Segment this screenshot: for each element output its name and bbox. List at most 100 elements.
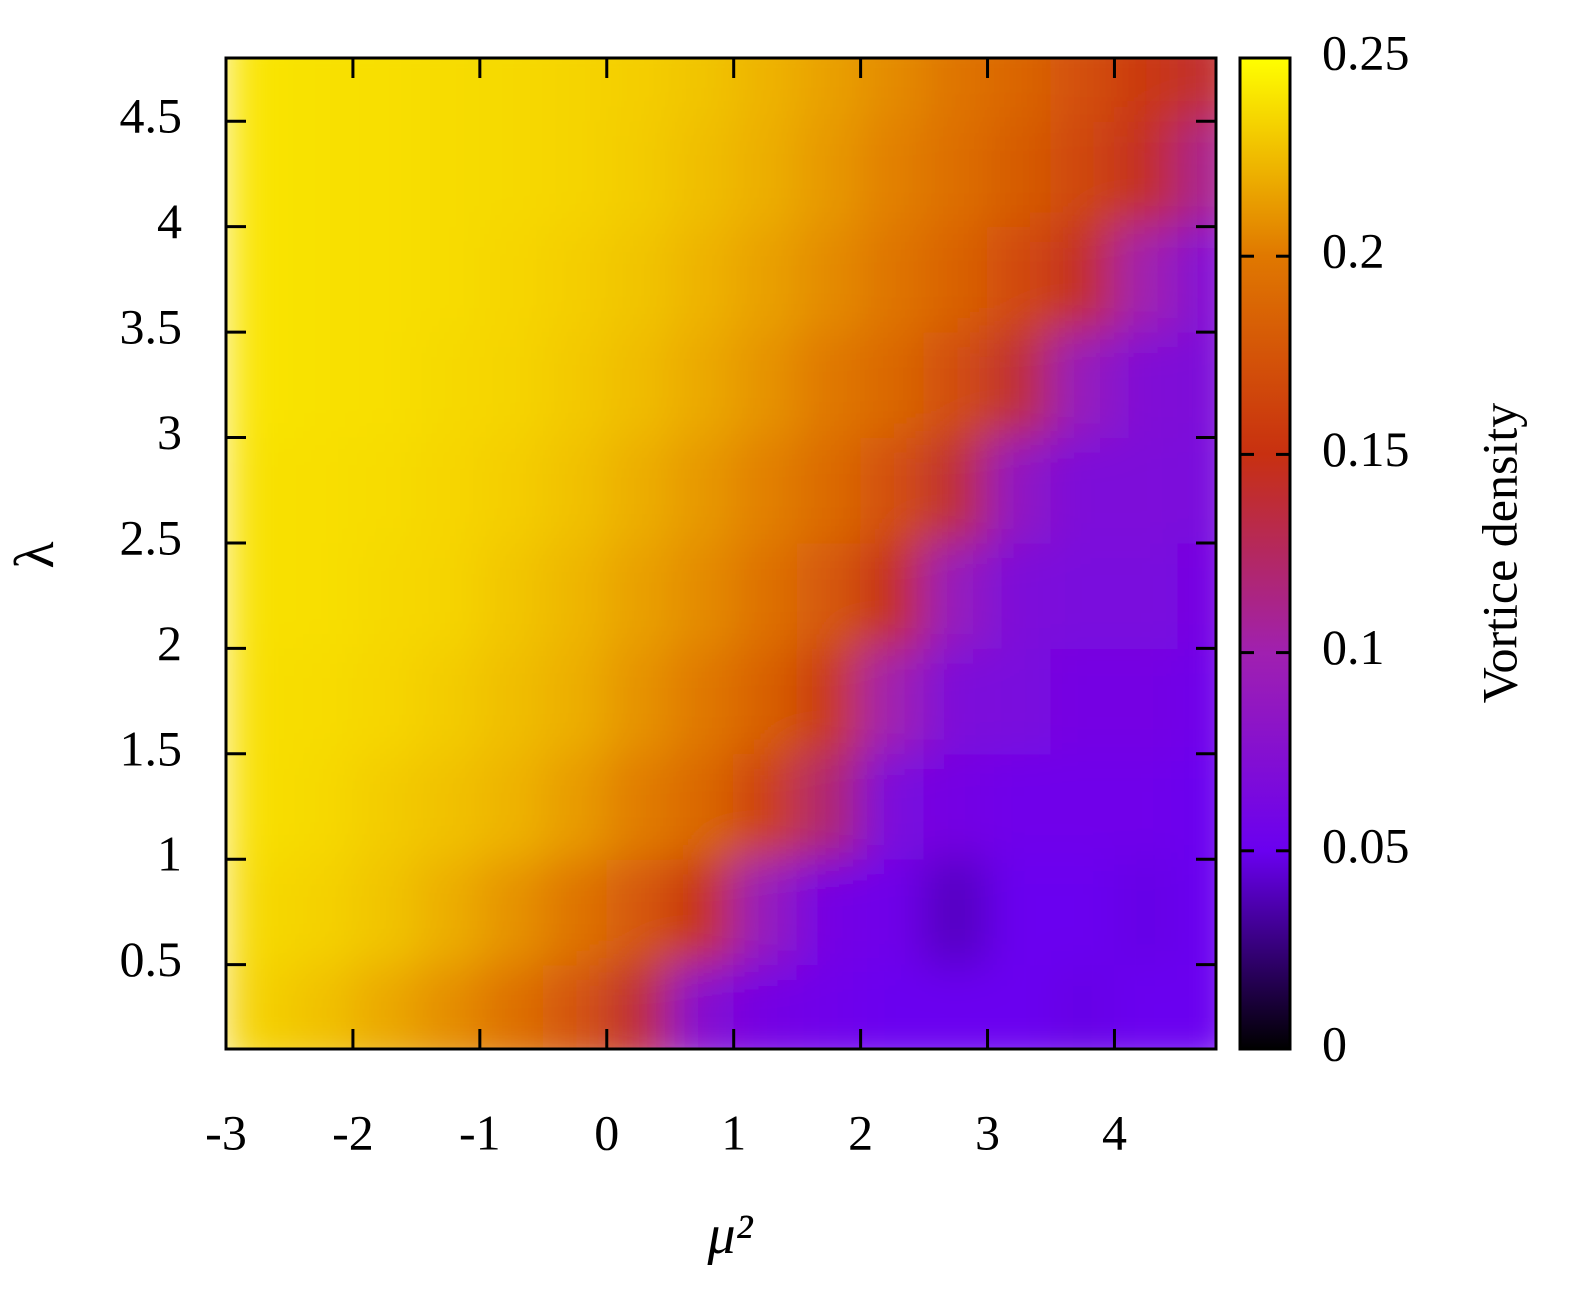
- heatmap-cell: [1113, 58, 1179, 122]
- heatmap-cell: [1177, 647, 1216, 755]
- heatmap-cell: [226, 226, 290, 333]
- colorbar-label: Vortice density: [1471, 403, 1527, 703]
- heatmap-cell: [733, 437, 798, 544]
- heatmap-cell: [352, 331, 417, 439]
- heatmap-cell: [415, 331, 481, 439]
- heatmap-cell: [606, 331, 671, 439]
- x-tick-label: 1: [721, 1104, 746, 1160]
- heatmap-cell: [987, 753, 1052, 860]
- heatmap-cell: [669, 753, 735, 860]
- heatmap-cell: [542, 331, 608, 439]
- heatmap-cell: [987, 331, 1052, 439]
- heatmap-cell: [733, 858, 798, 966]
- heatmap-cell: [796, 964, 862, 1049]
- y-tick-label: 3: [157, 404, 182, 460]
- heatmap-cell: [1177, 753, 1216, 860]
- heatmap-cell: [606, 120, 671, 228]
- heatmap-cell: [288, 120, 354, 228]
- heatmap-cell: [606, 542, 671, 649]
- heatmap-cell: [860, 542, 925, 649]
- heatmap-cell: [288, 542, 354, 649]
- heatmap-cell: [415, 542, 481, 649]
- heatmap-cell: [1050, 542, 1115, 649]
- heatmap-cell: [1050, 226, 1115, 333]
- heatmap-cell: [733, 753, 798, 860]
- heatmap-cell: [860, 858, 925, 966]
- heatmap-cell: [733, 542, 798, 649]
- heatmap-cell: [606, 647, 671, 755]
- heatmap-cell: [923, 542, 989, 649]
- y-axis-label: λ: [4, 541, 66, 568]
- heatmap-cell: [479, 120, 544, 228]
- heatmap-cell: [479, 331, 544, 439]
- colorbar-tick-label: 0.15: [1322, 421, 1410, 477]
- heatmap-cell: [1113, 753, 1179, 860]
- heatmap-cell: [606, 58, 671, 122]
- heatmap-cell: [542, 437, 608, 544]
- heatmap-cell: [606, 753, 671, 860]
- y-tick-label: 0.5: [120, 931, 183, 987]
- heatmap-cell: [352, 437, 417, 544]
- heatmap-cell: [606, 858, 671, 966]
- colorbar: [1238, 56, 1292, 1051]
- y-tick-label: 2: [157, 615, 182, 671]
- heatmap-cell: [796, 226, 862, 333]
- heatmap-cell: [987, 858, 1052, 966]
- heatmap-cell: [860, 226, 925, 333]
- heatmap-cell: [987, 437, 1052, 544]
- heatmap-cell: [352, 647, 417, 755]
- heatmap-cell: [479, 58, 544, 122]
- heatmap-cell: [606, 964, 671, 1049]
- plot-frame: [224, 56, 1218, 1051]
- heatmap-cell: [606, 437, 671, 544]
- heatmap-cell: [796, 58, 862, 122]
- heatmap-cell: [415, 120, 481, 228]
- heatmap-cell: [1177, 226, 1216, 333]
- plot-area: [226, 58, 1216, 1049]
- heatmap-cell: [226, 542, 290, 649]
- x-tick-label: 4: [1102, 1104, 1127, 1160]
- heatmap-cell: [923, 437, 989, 544]
- heatmap-cell: [415, 437, 481, 544]
- heatmap-cell: [542, 964, 608, 1049]
- colorbar-tick-label: 0.1: [1322, 619, 1385, 675]
- heatmap-cell: [733, 331, 798, 439]
- heatmap-cell: [860, 437, 925, 544]
- heatmap-cell: [415, 58, 481, 122]
- heatmap-cell: [542, 58, 608, 122]
- heatmap-cell: [796, 437, 862, 544]
- heatmap-cell: [669, 437, 735, 544]
- colorbar-tick-label: 0: [1322, 1015, 1347, 1071]
- y-tick-label: 3.5: [120, 299, 183, 355]
- heatmap-cell: [288, 753, 354, 860]
- heatmap-cell: [352, 542, 417, 649]
- heatmap-cell: [479, 964, 544, 1049]
- heatmap-cell: [669, 120, 735, 228]
- x-tick-label: 0: [594, 1104, 619, 1160]
- heatmap: [226, 58, 1216, 1049]
- x-axis-label: μ²: [707, 1204, 754, 1266]
- heatmap-cell: [1050, 58, 1115, 122]
- heatmap-cell: [1177, 858, 1216, 966]
- y-tick-label: 2.5: [120, 509, 183, 565]
- heatmap-cell: [415, 226, 481, 333]
- heatmap-cell: [226, 964, 290, 1049]
- heatmap-cell: [923, 58, 989, 122]
- heatmap-cell: [542, 542, 608, 649]
- heatmap-cell: [1113, 858, 1179, 966]
- heatmap-cell: [352, 858, 417, 966]
- heatmap-cell: [796, 542, 862, 649]
- heatmap-cell: [415, 753, 481, 860]
- heatmap-cell: [860, 120, 925, 228]
- heatmap-cell: [226, 120, 290, 228]
- heatmap-cell: [352, 120, 417, 228]
- heatmap-cell: [288, 58, 354, 122]
- heatmap-cell: [226, 58, 290, 122]
- heatmap-cell: [733, 964, 798, 1049]
- heatmap-cell: [288, 964, 354, 1049]
- heatmap-cell: [226, 858, 290, 966]
- heatmap-cell: [415, 858, 481, 966]
- heatmap-cell: [987, 226, 1052, 333]
- heatmap-cell: [1177, 542, 1216, 649]
